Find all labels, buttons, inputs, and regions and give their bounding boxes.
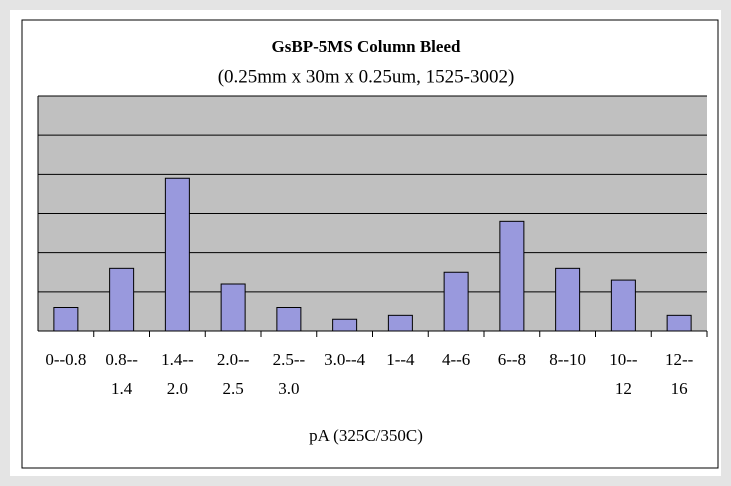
x-tick-label: 10--12 [609,350,638,398]
bar [332,318,358,332]
bar [555,267,581,332]
bar [443,271,469,332]
x-tick-label: 0.8--1.4 [105,350,138,398]
x-tick-label: 8--10 [549,350,586,369]
bar [220,283,246,332]
x-tick-label: 2.0--2.5 [217,350,250,398]
bar [666,314,692,332]
bar [276,307,302,332]
bar [499,220,525,332]
bar [610,279,636,332]
x-axis-label: pA (325C/350C) [309,426,423,445]
x-tick-label: 2.5--3.0 [273,350,306,398]
x-tick-label: 4--6 [442,350,470,369]
x-tick-label: 3.0--4 [324,350,366,369]
x-tick-label: 6--8 [498,350,526,369]
chart-subtitle: (0.25mm x 30m x 0.25um, 1525-3002) [218,66,515,87]
bar [387,314,413,332]
x-tick-label: 0--0.8 [45,350,86,369]
bar [53,307,79,332]
bar [164,177,190,332]
bar [109,267,135,332]
x-tick-label: 12--16 [665,350,694,398]
chart-title: GsBP-5MS Column Bleed [272,37,461,56]
x-tick-label: 1.4--2.0 [161,350,194,398]
x-tick-label: 1--4 [386,350,415,369]
